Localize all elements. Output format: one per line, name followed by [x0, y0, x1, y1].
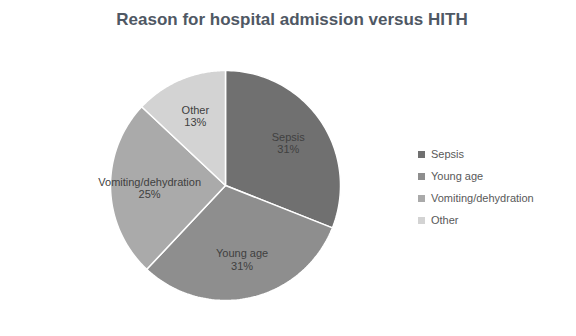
html-text:Reason for hospital admission: Reason for hospital admission versus HIT… — [116, 10, 468, 29]
svg-text:Sepsis31%: Sepsis31% — [272, 131, 306, 155]
svg-text:Vomiting/dehydration25%: Vomiting/dehydration25% — [98, 176, 201, 200]
html-text:Other: Other — [431, 214, 459, 226]
html-text:Vomiting/dehydration: Vomiting/dehydration — [431, 192, 534, 204]
svg-text:Other13%: Other13% — [182, 104, 210, 128]
html-text:Young age: Young age — [431, 170, 484, 182]
html-text:Sepsis: Sepsis — [431, 148, 464, 160]
svg-text:Young age31%: Young age31% — [216, 247, 268, 271]
